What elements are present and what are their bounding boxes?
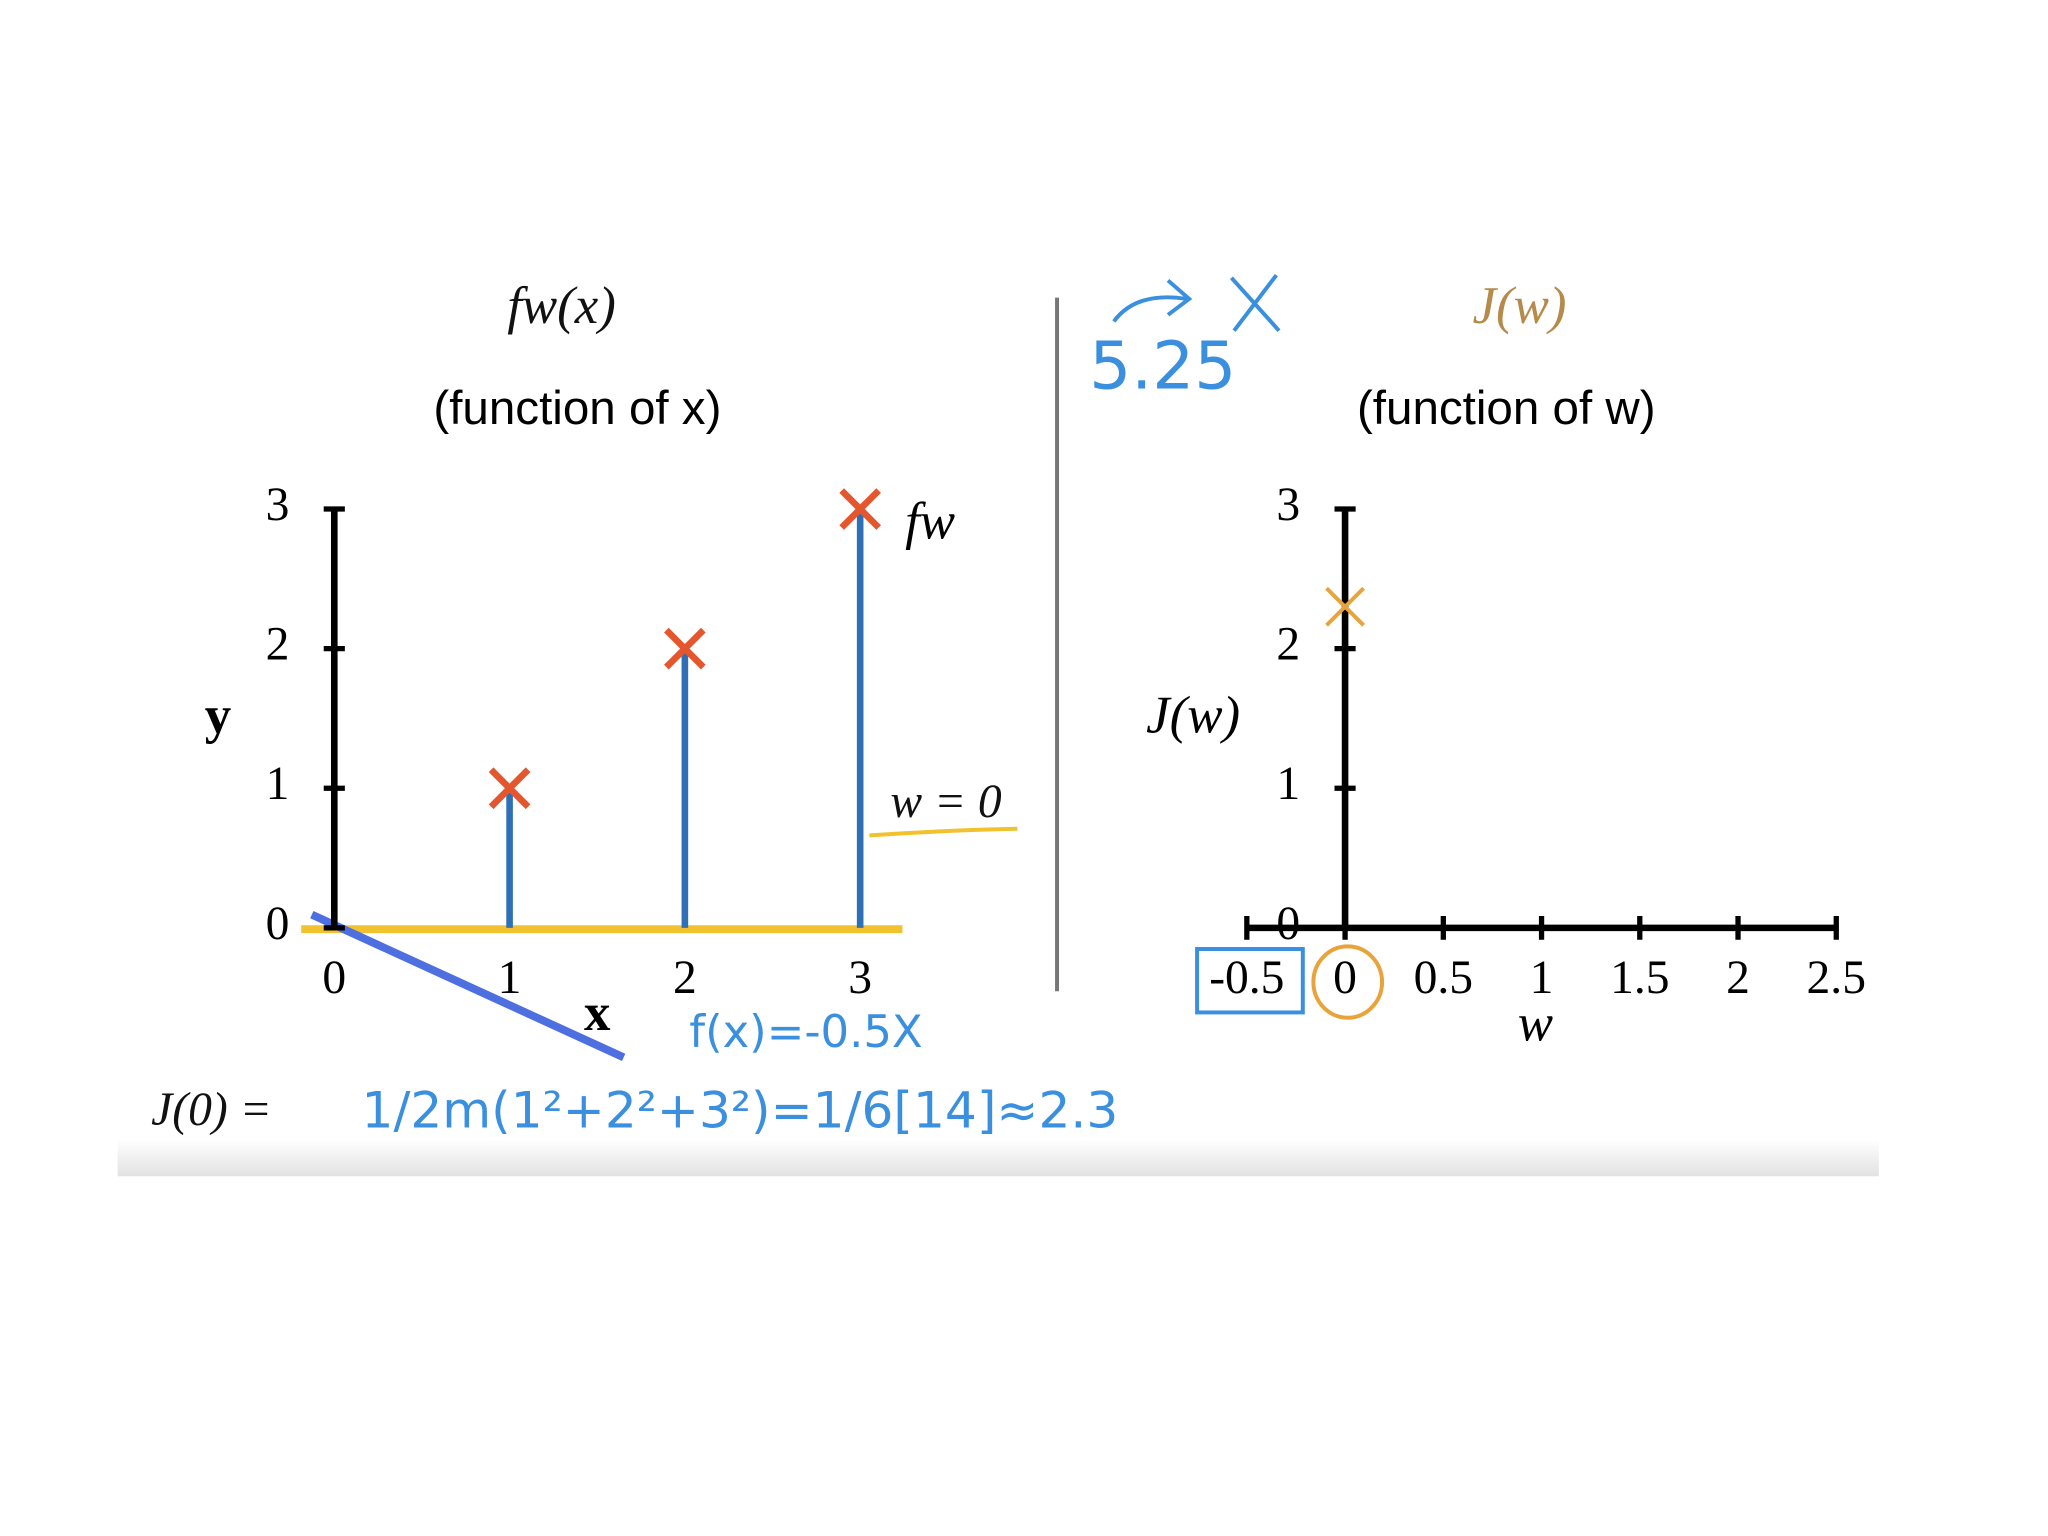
cross-marker	[839, 488, 881, 530]
w-zero-underline	[869, 826, 1018, 838]
annotation: 5.25	[1089, 327, 1236, 404]
y-tick-label: 2	[266, 619, 290, 671]
x-tick-label: 0	[322, 952, 346, 1004]
cross-marker	[1325, 586, 1365, 627]
x-axis-label: w	[1518, 994, 1553, 1052]
annotation: 1/2m(1²+2²+3²)=1/6[14]≈2.3	[362, 1081, 1119, 1140]
chart-title: J(w)	[1473, 277, 1567, 335]
y-tick-label: 0	[266, 898, 290, 950]
x-tick-label: 1	[498, 952, 522, 1004]
x-tick-label: -0.5	[1209, 952, 1284, 1004]
arrow	[1112, 278, 1193, 323]
annotation: f(x)=-0.5X	[689, 1005, 922, 1058]
y-tick-label: 2	[1276, 619, 1300, 671]
y-axis-label: y	[205, 687, 231, 745]
x-tick-label: 2.5	[1807, 952, 1866, 1004]
x-tick-label: 0.5	[1414, 952, 1473, 1004]
y-tick-label: 0	[1276, 898, 1300, 950]
hand-x	[1229, 273, 1281, 332]
circle	[1311, 944, 1385, 1020]
y-tick-label: 3	[266, 479, 290, 531]
chart-subtitle: (function of w)	[1357, 382, 1656, 435]
annotation: J(0) =	[151, 1084, 272, 1136]
annotation: w = 0	[890, 776, 1002, 828]
x-axis-label: x	[584, 984, 611, 1042]
hand-line	[310, 911, 626, 1061]
cross-marker	[664, 627, 706, 670]
slide-shadow	[117, 1139, 1879, 1177]
chart-title: fw(x)	[507, 277, 616, 335]
x-tick-label: 2	[1726, 952, 1750, 1004]
y-tick-label: 1	[266, 758, 290, 810]
x-tick-label: 1.5	[1610, 952, 1669, 1004]
x-tick-label: 2	[673, 952, 697, 1004]
x-tick-label: 1	[1530, 952, 1554, 1004]
y-tick-label: 3	[1276, 479, 1300, 531]
y-tick-label: 1	[1276, 758, 1300, 810]
cross-marker	[488, 767, 531, 810]
x-tick-label: 0	[1333, 952, 1357, 1004]
chart-subtitle: (function of x)	[433, 382, 721, 435]
x-tick-label: 3	[848, 952, 872, 1004]
legend-label: fw	[905, 492, 955, 550]
y-axis-label: J(w)	[1146, 687, 1240, 745]
box	[1195, 947, 1305, 1015]
